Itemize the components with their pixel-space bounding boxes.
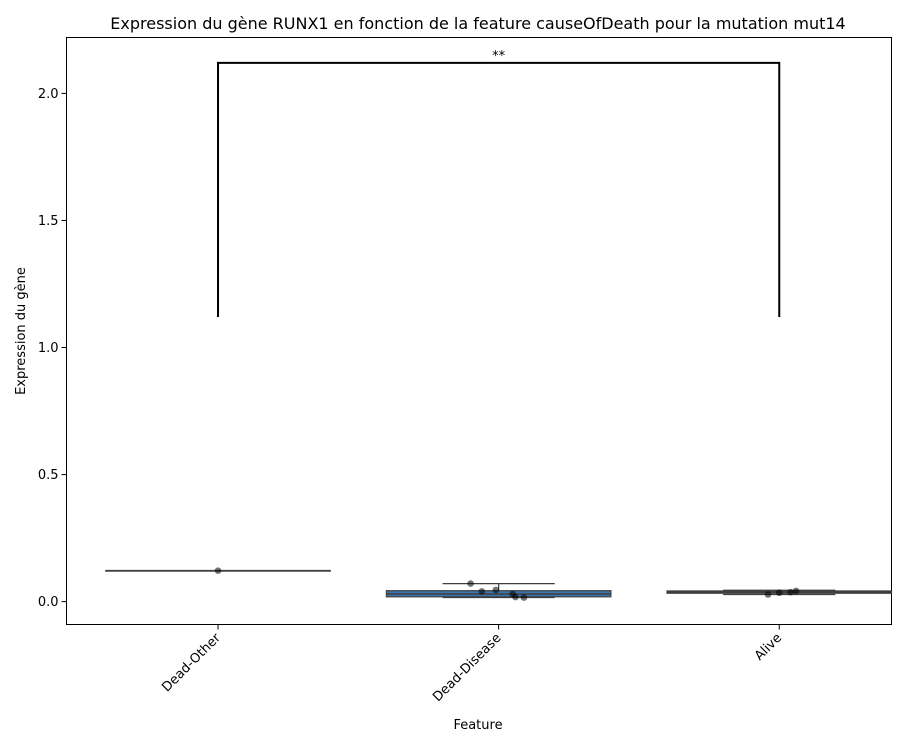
y-axis: 0.0 0.5 1.0 1.5 2.0 [38,87,67,610]
data-point [512,593,519,601]
x-tick-label: Alive [752,631,785,664]
data-point [520,594,528,601]
chart-title: Expression du gène RUNX1 en fonction de … [110,14,845,33]
data-point [214,567,222,574]
y-tick-label: 1.5 [38,214,59,229]
data-point [792,587,800,595]
data-point [764,591,772,598]
y-tick-label: 2.0 [38,87,59,102]
y-tick-label: 1.0 [38,341,59,356]
significance-layer: ** [217,49,781,318]
data-point [492,586,500,594]
data-point [478,588,486,595]
data-point [787,588,794,596]
y-tick-label: 0.0 [38,595,59,610]
significance-label: ** [492,49,506,64]
y-tick-label: 0.5 [38,468,59,483]
data-point [775,589,783,597]
points-layer [214,567,800,601]
x-axis-label: Feature [453,718,502,733]
x-tick-label: Dead-Disease [430,631,504,705]
x-tick-label: Dead-Other [159,630,224,695]
y-axis-label: Expression du gène [14,267,29,395]
data-point [467,580,474,587]
plot-area-frame [66,37,892,625]
significance-bracket [217,61,781,318]
boxes-layer [105,569,893,599]
x-axis: Dead-Other Dead-Disease Alive [159,624,785,705]
